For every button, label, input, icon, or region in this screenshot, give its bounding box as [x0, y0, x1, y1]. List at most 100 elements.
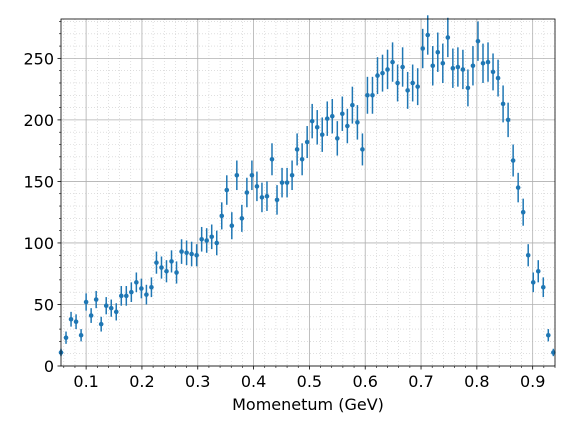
- point: [495, 75, 501, 81]
- point: [154, 260, 159, 265]
- point: [390, 59, 395, 65]
- point: [345, 123, 350, 129]
- point: [149, 284, 154, 290]
- point: [395, 80, 400, 86]
- point: [184, 250, 189, 256]
- point: [244, 190, 250, 195]
- point: [124, 293, 129, 299]
- x-tick-label: 0.2: [129, 372, 154, 391]
- point: [299, 156, 305, 162]
- point: [199, 236, 204, 242]
- point: [209, 234, 215, 240]
- point: [224, 187, 230, 193]
- point: [505, 117, 511, 123]
- point: [500, 101, 506, 107]
- point: [490, 69, 496, 75]
- point: [63, 335, 69, 340]
- point: [204, 238, 209, 243]
- point: [93, 297, 99, 302]
- point: [129, 289, 134, 295]
- point: [229, 223, 235, 229]
- point: [410, 80, 415, 86]
- point: [289, 172, 295, 178]
- point: [329, 113, 335, 119]
- point: [103, 303, 109, 309]
- point: [139, 286, 144, 291]
- point: [400, 64, 405, 70]
- point: [415, 84, 420, 89]
- point: [425, 32, 431, 38]
- point: [98, 321, 104, 327]
- point: [118, 293, 124, 299]
- point: [440, 60, 446, 66]
- point: [360, 147, 365, 152]
- point: [535, 268, 541, 274]
- x-tick-label: 0.9: [520, 372, 545, 391]
- point: [189, 251, 194, 257]
- point: [380, 70, 385, 76]
- point: [234, 172, 240, 178]
- point: [324, 116, 330, 121]
- point: [194, 252, 199, 258]
- point: [254, 184, 260, 189]
- x-tick-label: 0.6: [352, 372, 377, 391]
- point: [430, 63, 436, 69]
- point: [169, 259, 174, 264]
- point: [314, 124, 320, 130]
- x-axis-label: Momenetum (GeV): [232, 395, 384, 414]
- point: [385, 67, 390, 72]
- point: [370, 92, 375, 98]
- point: [108, 305, 114, 311]
- point: [144, 292, 149, 297]
- point: [264, 193, 270, 199]
- x-tick-label: 0.7: [408, 372, 433, 391]
- x-tick-label: 0.1: [73, 372, 98, 391]
- point: [159, 265, 164, 270]
- point: [460, 67, 466, 72]
- point: [455, 64, 461, 70]
- y-tick-label: 50: [34, 295, 54, 314]
- point: [355, 120, 360, 125]
- point: [465, 85, 471, 91]
- x-tick-label: 0.3: [185, 372, 210, 391]
- point: [164, 268, 169, 274]
- point: [435, 49, 441, 55]
- point: [68, 316, 74, 322]
- y-tick-label: 0: [44, 357, 54, 376]
- point: [485, 59, 491, 65]
- point: [480, 60, 486, 66]
- point: [375, 73, 380, 78]
- point: [540, 284, 546, 290]
- point: [525, 252, 531, 258]
- point: [309, 118, 315, 124]
- point: [515, 185, 521, 190]
- point: [279, 180, 285, 185]
- point: [475, 38, 481, 44]
- y-tick-label: 250: [23, 49, 54, 68]
- point: [420, 46, 426, 51]
- point: [546, 332, 551, 338]
- point: [510, 158, 516, 163]
- point: [365, 92, 370, 98]
- point: [284, 180, 290, 185]
- point: [249, 172, 255, 178]
- point: [304, 139, 310, 145]
- point: [134, 280, 139, 285]
- point: [78, 332, 84, 338]
- point: [274, 197, 280, 203]
- point: [269, 156, 275, 162]
- point: [319, 132, 325, 137]
- point: [179, 249, 184, 254]
- point: [219, 213, 225, 219]
- point: [350, 102, 355, 108]
- point: [294, 147, 300, 152]
- point: [239, 216, 245, 221]
- point: [83, 299, 89, 305]
- point: [340, 111, 345, 117]
- x-tick-label: 0.4: [241, 372, 266, 391]
- point: [73, 319, 79, 325]
- point: [470, 63, 476, 69]
- point: [335, 136, 340, 141]
- y-tick-label: 100: [23, 234, 54, 253]
